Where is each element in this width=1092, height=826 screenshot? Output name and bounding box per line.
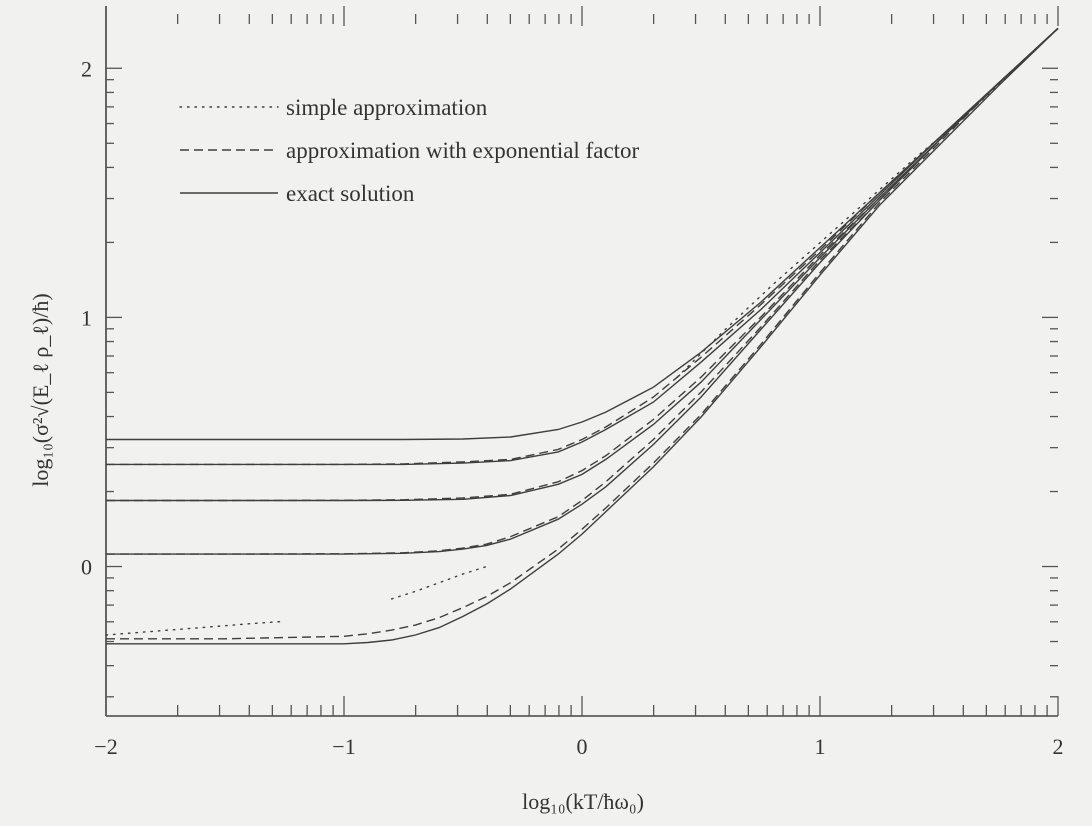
legend-label: exact solution <box>286 181 415 206</box>
y-axis-title: log₁₀(σ²√(E_ℓ ρ_ℓ)/ħ) <box>28 293 53 486</box>
legend-label: simple approximation <box>286 95 488 120</box>
series-line-solid <box>106 27 1059 502</box>
x-tick-label: −2 <box>94 734 117 759</box>
x-tick-label: 1 <box>815 734 826 759</box>
y-tick-label: 0 <box>81 555 92 580</box>
series-line-solid <box>106 27 1059 645</box>
x-tick-label: 0 <box>577 734 588 759</box>
series-line-dotted <box>676 27 1059 378</box>
y-tick-label: 2 <box>81 56 92 81</box>
legend: simple approximation approximation with e… <box>179 95 640 206</box>
legend-label: approximation with exponential factor <box>286 138 640 163</box>
series-line-solid <box>106 27 1059 466</box>
y-tick-label: 1 <box>81 305 92 330</box>
series-line-dashed <box>106 27 1059 466</box>
x-tick-label: −1 <box>332 734 355 759</box>
x-tick-label: 2 <box>1053 734 1064 759</box>
axes: −2 −1 0 1 2 0 1 2 <box>81 6 1064 759</box>
series-line-solid <box>106 27 1059 441</box>
series-line-dotted <box>390 565 488 600</box>
series-line-dashed <box>106 27 1059 502</box>
series-line-dashed <box>106 27 1059 555</box>
series-line-dashed <box>106 27 1059 640</box>
series-group <box>105 27 1059 645</box>
x-axis-title: log₁₀(kT/ħω₀) <box>522 789 644 814</box>
series-line-dotted <box>105 620 286 636</box>
